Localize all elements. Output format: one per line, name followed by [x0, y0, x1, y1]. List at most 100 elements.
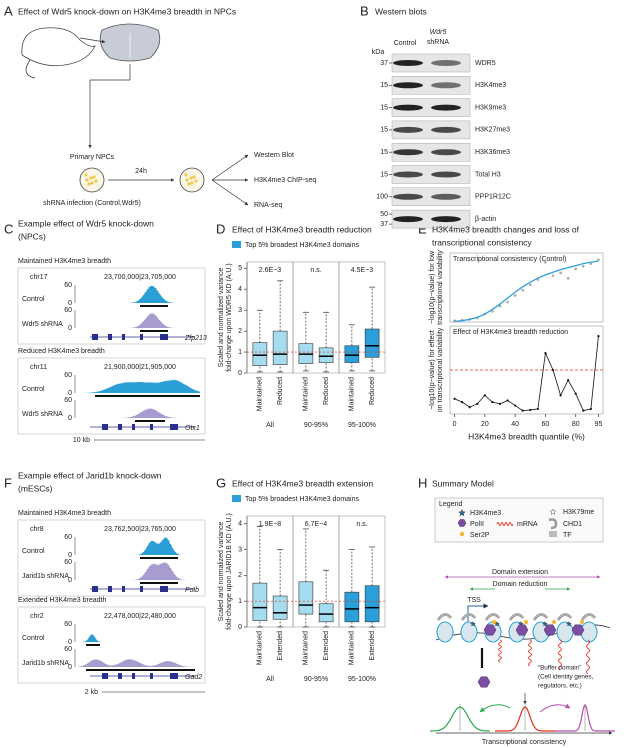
arrow: [79, 37, 106, 44]
box-label: Maintained: [257, 377, 264, 411]
mrna: [586, 639, 590, 675]
band: [431, 82, 461, 89]
mrna: [528, 639, 532, 667]
group-label: 95-100%: [348, 422, 376, 429]
panel-title: (mESCs): [18, 483, 53, 493]
panel-letter: F: [4, 475, 12, 490]
axis-label: Transcriptional consistency: [482, 739, 567, 746]
gene-name: Polb: [185, 587, 199, 594]
track-label: Control: [22, 548, 45, 555]
heading: Maintained H3K4me3 breadth: [18, 258, 111, 265]
mouse-icon: [21, 27, 96, 79]
gene-name: Zfp213: [184, 335, 207, 342]
track-min: 0: [68, 664, 72, 671]
kda-label: 37: [380, 60, 388, 67]
ser2p: [552, 620, 556, 624]
legend-label: mRNA: [517, 521, 538, 528]
lane-label: Control: [394, 40, 417, 47]
group-frame: [338, 515, 386, 628]
chrom-label: chr2: [30, 613, 44, 620]
panel-letter: A: [4, 3, 13, 18]
y-axis-label: fold-change upon WDR5 KD (A.U.): [226, 263, 233, 372]
label: Domain reduction: [493, 581, 548, 588]
chrom-label: chr11: [30, 364, 47, 371]
legend-label: TF: [563, 532, 572, 539]
y-tick-label: 3: [238, 546, 242, 553]
box: [318, 347, 334, 363]
mrna: [558, 639, 562, 671]
point: [559, 271, 562, 275]
exon: [140, 334, 143, 340]
chd1: [508, 613, 525, 621]
track-label: Control: [22, 635, 45, 642]
panel-title: Effect of Wdr5 knock-down on H3K4me3 bre…: [18, 6, 236, 16]
point: [551, 274, 555, 277]
scale-label: 2 kb: [85, 689, 98, 696]
box-label: Extended: [323, 631, 330, 661]
cell: [87, 182, 91, 186]
track-min: 0: [68, 300, 72, 307]
kda-label: 15: [380, 171, 388, 178]
label: RNA-seq: [254, 202, 283, 209]
coords-label: 23,700,000|23,705,000: [104, 274, 176, 281]
cell: [184, 173, 188, 177]
p-value: 6.7E−4: [305, 521, 327, 528]
chd1: [484, 613, 501, 621]
box-label: Reduced: [323, 377, 330, 405]
polii: [543, 624, 557, 636]
y-tick-label: 5: [238, 265, 242, 272]
panel-title: transcriptional consistency: [432, 237, 532, 247]
subplot-title: Effect of H3K4me3 breadth reduction: [453, 329, 568, 336]
y-tick-label: 1: [238, 598, 242, 605]
kda-label: 15: [380, 127, 388, 134]
protein-label: PPP1R12C: [475, 194, 511, 201]
box-label: Reduced: [369, 377, 376, 405]
polii: [571, 624, 585, 636]
group-label: 90-95%: [304, 422, 328, 429]
band: [393, 126, 423, 133]
coverage: [78, 537, 200, 555]
box: [252, 582, 268, 621]
polii: [457, 519, 467, 527]
track-label: Jarid1b shRNA: [22, 660, 69, 667]
legend-label: Ser2P: [470, 532, 490, 539]
exon: [102, 673, 108, 679]
box: [252, 342, 268, 366]
coverage: [78, 408, 200, 418]
chd1: [532, 613, 549, 621]
exon: [122, 586, 125, 592]
exon: [170, 424, 178, 430]
label: shRNA infection (Control,Wdr5): [43, 200, 141, 207]
legend-label: H3K79me: [563, 509, 594, 516]
histone-mark: [458, 508, 466, 517]
track-max: 60: [64, 282, 72, 289]
histone-mark: [470, 620, 476, 627]
group-label: All: [266, 676, 274, 683]
track-frame: [17, 267, 206, 345]
heading: Reduced H3K4me3 breadth: [18, 348, 105, 355]
band: [431, 149, 461, 156]
protein-label: Total H3: [475, 171, 501, 178]
protein-label: H3K4me3: [475, 82, 506, 89]
band: [393, 171, 423, 178]
coverage: [78, 379, 200, 393]
box: [344, 345, 360, 363]
p-value: n.s.: [356, 521, 367, 528]
track-frame: [17, 357, 206, 435]
arrow: [211, 154, 249, 181]
coverage: [78, 285, 200, 303]
track-label: Control: [22, 386, 45, 393]
legend-label: H3K4me3: [470, 510, 501, 517]
cell: [194, 179, 198, 183]
exon: [118, 424, 122, 430]
chd1: [460, 613, 477, 621]
box-label: Maintained: [303, 631, 310, 665]
exon: [170, 673, 178, 679]
track-min: 0: [68, 325, 72, 332]
band: [393, 149, 423, 156]
track-min: 0: [68, 415, 72, 422]
legend-label: PolII: [470, 521, 484, 528]
group-label: 95-100%: [348, 676, 376, 683]
track-min: 0: [68, 639, 72, 646]
panel-letter: D: [216, 221, 225, 236]
